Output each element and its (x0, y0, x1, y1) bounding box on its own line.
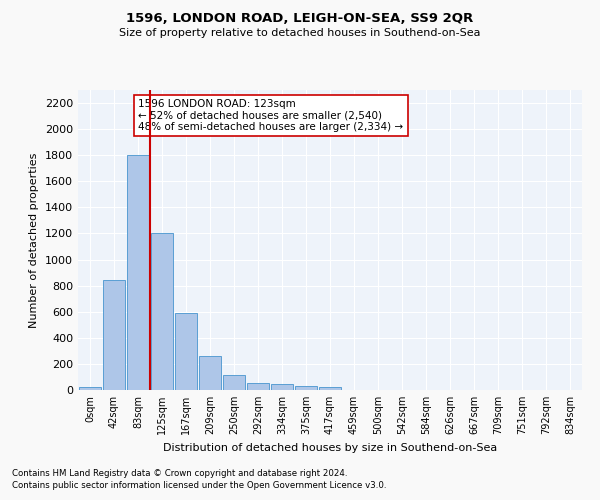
Text: 1596 LONDON ROAD: 123sqm
← 52% of detached houses are smaller (2,540)
48% of sem: 1596 LONDON ROAD: 123sqm ← 52% of detach… (139, 99, 404, 132)
Bar (199, 356, 221, 390)
Bar (247, 384, 269, 390)
Text: Contains public sector information licensed under the Open Government Licence v3: Contains public sector information licen… (12, 481, 386, 490)
Bar (175, 313, 197, 390)
Bar (319, 388, 341, 390)
Bar (223, 375, 245, 390)
Bar (271, 384, 293, 390)
Text: 1596, LONDON ROAD, LEIGH-ON-SEA, SS9 2QR: 1596, LONDON ROAD, LEIGH-ON-SEA, SS9 2QR (127, 12, 473, 26)
Text: Contains HM Land Registry data © Crown copyright and database right 2024.: Contains HM Land Registry data © Crown c… (12, 468, 347, 477)
Bar (127, 155, 149, 390)
X-axis label: Distribution of detached houses by size in Southend-on-Sea: Distribution of detached houses by size … (163, 442, 497, 452)
Bar (103, 280, 125, 390)
Y-axis label: Number of detached properties: Number of detached properties (29, 152, 40, 328)
Bar (151, 234, 173, 390)
Bar (79, 386, 101, 390)
Bar (295, 386, 317, 390)
Text: Size of property relative to detached houses in Southend-on-Sea: Size of property relative to detached ho… (119, 28, 481, 38)
